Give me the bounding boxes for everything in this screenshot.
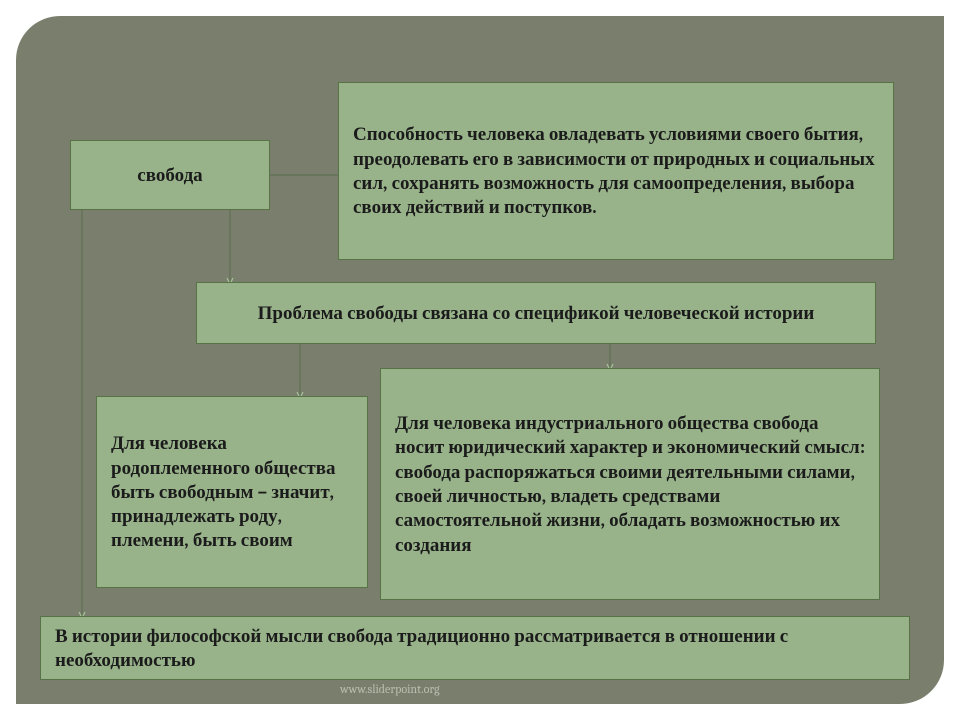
box-definition-text: Способность человека овладевать условиям…: [353, 122, 879, 219]
box-industrial: Для человека индустриального общества св…: [380, 368, 880, 600]
box-definition: Способность человека овладевать условиям…: [338, 82, 894, 260]
footer-text: www.sliderpoint.org: [340, 682, 440, 696]
box-svoboda-text: свобода: [137, 163, 202, 187]
box-tribal: Для человека родоплеменного общества быт…: [96, 396, 368, 588]
box-tribal-text: Для человека родоплеменного общества быт…: [111, 431, 353, 553]
box-industrial-text: Для человека индустриального общества св…: [395, 411, 865, 557]
box-svoboda: свобода: [70, 140, 270, 210]
box-history-text: В истории философской мысли свобода трад…: [55, 624, 895, 673]
box-problem-text: Проблема свободы связана со спецификой ч…: [258, 301, 815, 325]
box-history: В истории философской мысли свобода трад…: [40, 616, 910, 680]
box-problem: Проблема свободы связана со спецификой ч…: [196, 282, 876, 344]
footer-link: www.sliderpoint.org: [340, 682, 440, 696]
slide: свобода Способность человека овладевать …: [0, 0, 960, 720]
